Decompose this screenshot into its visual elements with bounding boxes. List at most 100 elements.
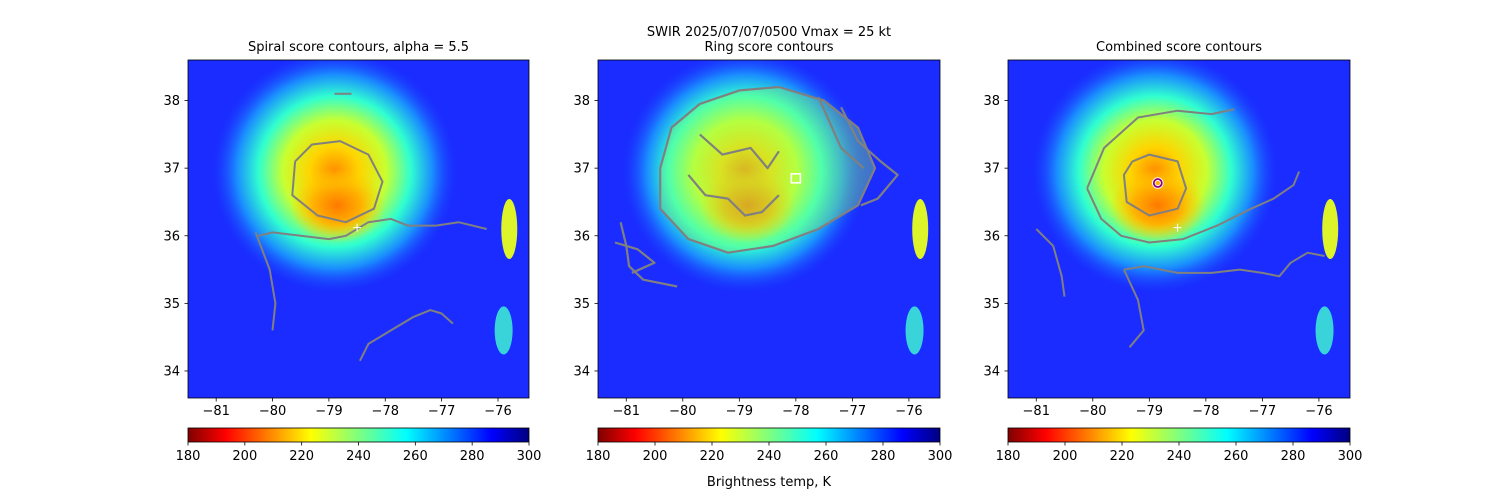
y-tick-label: 35	[573, 297, 590, 312]
x-tick-label: −76	[484, 404, 511, 419]
y-tick-label: 36	[163, 229, 180, 244]
colorbar-tick-label: 180	[176, 449, 201, 464]
ring-score-region	[660, 87, 875, 253]
score-contour	[291, 140, 384, 224]
score-contour	[840, 106, 899, 207]
colorbar-tick-label: 240	[346, 449, 371, 464]
panel-title: Combined score contours	[1096, 40, 1262, 55]
panel-1: Spiral score contours, alpha = 5.5 −81 −80…	[163, 40, 541, 464]
score-contour	[1086, 108, 1235, 189]
colorbar	[1007, 427, 1351, 443]
score-contour	[659, 85, 877, 254]
y-tick-label: 36	[573, 229, 590, 244]
colorbar-tick-label: 180	[586, 449, 611, 464]
eastern-cloud-band	[501, 199, 518, 259]
x-tick-label: −80	[259, 404, 286, 419]
panel-title: Spiral score contours, alpha = 5.5	[248, 40, 469, 55]
axes-frame	[187, 59, 530, 399]
colorbar-tick-label: 280	[871, 449, 896, 464]
colorbar-tick-label: 220	[289, 449, 314, 464]
y-tick-label: 35	[163, 297, 180, 312]
score-contour	[1123, 251, 1325, 278]
y-tick-label: 34	[163, 364, 180, 379]
y-tick-label: 34	[983, 364, 1000, 379]
center-marker	[353, 223, 362, 232]
cloud-core	[699, 168, 796, 243]
x-tick-label: −77	[1249, 404, 1276, 419]
score-contour	[1122, 269, 1145, 348]
score-contour	[359, 309, 454, 362]
x-tick-label: −81	[202, 404, 229, 419]
colorbar-tick-label: 260	[1224, 449, 1249, 464]
figure-suptitle: SWIR 2025/07/07/0500 Vmax = 25 kt	[647, 25, 891, 40]
y-tick-label: 38	[573, 94, 590, 109]
x-tick-label: −77	[428, 404, 455, 419]
y-tick-label: 38	[983, 94, 1000, 109]
x-tick-label: −80	[1079, 404, 1106, 419]
colorbar	[187, 427, 530, 443]
x-tick-label: −80	[669, 404, 696, 419]
y-tick-label: 38	[163, 94, 180, 109]
satellite-image	[1008, 60, 1350, 398]
score-contour	[1086, 171, 1301, 244]
score-contour	[614, 241, 656, 274]
score-contour	[699, 133, 780, 170]
colorbar-tick-label: 300	[517, 449, 542, 464]
colorbar-tick-label: 260	[403, 449, 428, 464]
x-tick-label: −79	[1136, 404, 1163, 419]
colorbar-tick-label: 200	[1053, 449, 1078, 464]
x-tick-label: −78	[1192, 404, 1219, 419]
x-tick-label: −81	[1023, 404, 1050, 419]
panels: Spiral score contours, alpha = 5.5 −81 −80…	[163, 40, 1362, 464]
score-contour	[687, 174, 780, 217]
score-contour	[1035, 228, 1066, 297]
colorbar	[597, 427, 941, 443]
panel-title: Ring score contours	[704, 40, 833, 55]
cloud-core	[289, 168, 386, 243]
colorbar-label: Brightness temp, K	[707, 475, 832, 490]
colorbar-tick-label: 280	[460, 449, 485, 464]
southeastern-cloud-band	[494, 306, 513, 355]
colorbar-tick-label: 260	[814, 449, 839, 464]
colorbar-tick-label: 300	[928, 449, 953, 464]
colorbar-tick-label: 200	[643, 449, 668, 464]
panel-2: Ring score contours −81 −80 −79 −78 −77 −76 34 3…	[573, 40, 952, 464]
score-contour	[817, 96, 865, 170]
colorbar-tick-label: 220	[1110, 449, 1135, 464]
x-tick-label: −78	[372, 404, 399, 419]
x-tick-label: −77	[839, 404, 866, 419]
southeastern-cloud-band	[905, 306, 924, 355]
satellite-image	[188, 60, 529, 398]
x-tick-label: −79	[315, 404, 342, 419]
colorbar-tick-label: 240	[1167, 449, 1192, 464]
score-contour	[619, 221, 678, 288]
score-contour	[1122, 153, 1188, 217]
score-contour	[258, 217, 487, 241]
eastern-cloud-band	[912, 199, 929, 259]
y-tick-label: 35	[983, 297, 1000, 312]
satellite-image	[598, 60, 940, 398]
x-tick-label: −76	[895, 404, 922, 419]
cloud-core	[1109, 168, 1206, 243]
colorbar-tick-label: 300	[1338, 449, 1363, 464]
center-marker	[1173, 223, 1182, 232]
eastern-cloud-band	[1322, 199, 1339, 259]
axes-frame	[597, 59, 941, 399]
colorbar-tick-label: 280	[1281, 449, 1306, 464]
x-tick-label: −79	[726, 404, 753, 419]
southeastern-cloud-band	[1315, 306, 1334, 355]
y-tick-label: 36	[983, 229, 1000, 244]
center-marker	[790, 173, 802, 184]
colorbar-tick-label: 240	[757, 449, 782, 464]
y-tick-label: 37	[163, 162, 180, 177]
y-tick-label: 37	[573, 162, 590, 177]
x-tick-label: −78	[782, 404, 809, 419]
x-tick-label: −76	[1305, 404, 1332, 419]
y-tick-label: 37	[983, 162, 1000, 177]
x-tick-label: −81	[613, 404, 640, 419]
panel-3: Combined score contours −81 −80 −79 −78 −77 −7…	[983, 40, 1362, 464]
colorbar-tick-label: 200	[232, 449, 257, 464]
colorbar-tick-label: 180	[996, 449, 1021, 464]
colorbar-tick-label: 220	[700, 449, 725, 464]
